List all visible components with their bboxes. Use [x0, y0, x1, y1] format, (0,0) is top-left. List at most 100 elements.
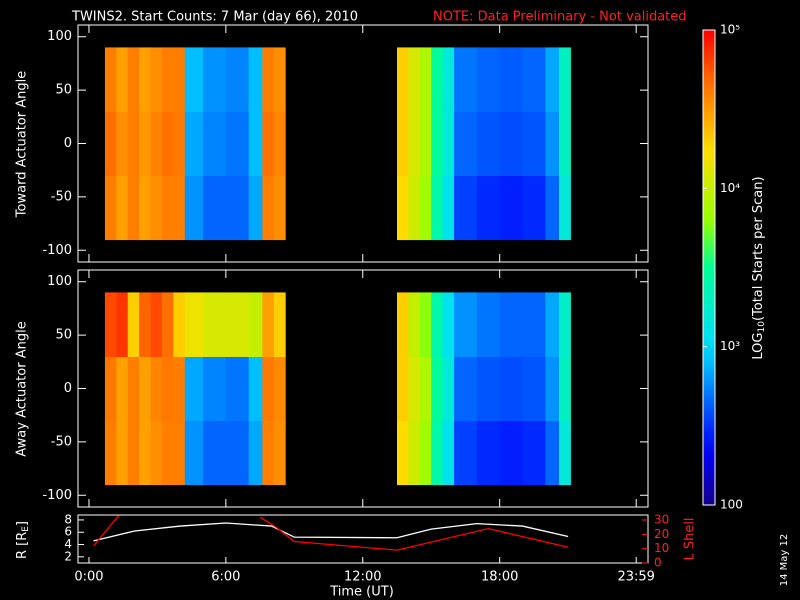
heatmap-cell [161, 420, 174, 486]
heatmap-cell [454, 356, 478, 422]
colorbar-tick-label: 10⁴ [720, 181, 740, 195]
heatmap-cell [431, 356, 444, 422]
line-series [93, 515, 569, 551]
x-axis-label: Time (UT) [329, 585, 394, 600]
heatmap-cell [559, 356, 571, 422]
heatmap-cell [499, 111, 523, 177]
heatmap-cell [173, 356, 186, 422]
heatmap-cell [161, 111, 174, 177]
y-tick-label: -50 [51, 434, 72, 449]
y-tick-label: 50 [55, 328, 72, 343]
heatmap-cell [522, 47, 546, 112]
heatmap-cell [476, 47, 501, 112]
heatmap-cell [173, 47, 186, 112]
heatmap-cell [442, 47, 455, 112]
y-tick-label: 0 [64, 381, 72, 396]
heatmap-cell [104, 356, 117, 422]
heatmap-cell [545, 111, 560, 177]
x-tick-label: 23:59 [617, 570, 654, 585]
heatmap-cell [476, 420, 501, 486]
heatmap-cell [104, 292, 117, 357]
heatmap-cell [150, 175, 163, 241]
heatmap-cell [262, 356, 275, 422]
heatmap-cell [203, 111, 227, 177]
heatmap-cell [203, 175, 227, 241]
heatmap-cell [273, 175, 286, 241]
heatmap-cell [225, 420, 250, 486]
colorbar-tick-label: 100 [720, 498, 743, 512]
heatmap-cell [442, 175, 455, 241]
heatmap-cell [203, 420, 227, 486]
heatmap-cell [139, 111, 152, 177]
x-tick-label: 6:00 [211, 570, 240, 585]
colorbar-tick-label: 10³ [720, 339, 740, 353]
heatmap-cell [248, 292, 263, 357]
heatmap-cell [150, 47, 163, 112]
heatmap-cell [396, 420, 409, 486]
heatmap-cell [559, 111, 571, 177]
heatmap-cell [545, 292, 560, 357]
heatmap-cell [522, 111, 546, 177]
y2-tick-label: 0 [654, 556, 662, 570]
heatmap-cell [225, 47, 250, 112]
heatmap-cell [454, 111, 478, 177]
heatmap-cell [476, 356, 501, 422]
heatmap-cell [184, 47, 204, 112]
heatmap-cell [545, 47, 560, 112]
heatmap-cell [127, 47, 140, 112]
y-tick-label: 2 [64, 549, 72, 563]
heatmap-cell [522, 356, 546, 422]
heatmap-cell [116, 47, 129, 112]
heatmap-cell [262, 175, 275, 241]
heatmap-cell [203, 356, 227, 422]
plot-frame [77, 514, 649, 564]
heatmap-cell [273, 111, 286, 177]
heatmap-cell [408, 356, 421, 422]
heatmap-cell [161, 175, 174, 241]
heatmap-cell [225, 356, 250, 422]
heatmap-cell [442, 111, 455, 177]
y-axis-label: R [RE] [15, 521, 31, 559]
heatmap-cell [127, 292, 140, 357]
heatmap-cell [184, 356, 204, 422]
heatmap-cell [173, 175, 186, 241]
heatmap-cell [273, 292, 286, 357]
heatmap-cell [559, 420, 571, 486]
y2-tick-label: 10 [654, 541, 669, 555]
heatmap-cell [184, 175, 204, 241]
heatmap-cell [127, 111, 140, 177]
heatmap-cell [545, 356, 560, 422]
heatmap-cell [408, 420, 421, 486]
heatmap-cell [139, 420, 152, 486]
heatmap-cell [150, 111, 163, 177]
heatmap-cell [396, 356, 409, 422]
y2-tick-label: 30 [654, 513, 669, 527]
heatmap-cell [431, 292, 444, 357]
heatmap-cell [273, 420, 286, 486]
heatmap-cell [499, 356, 523, 422]
heatmap-cell [116, 356, 129, 422]
heatmap-cell [419, 292, 432, 357]
heatmap-cell [559, 47, 571, 112]
colorbar-tick-label: 10⁵ [720, 23, 740, 37]
heatmap-cell [419, 356, 432, 422]
heatmap-cell [203, 292, 227, 357]
heatmap-cell [248, 47, 263, 112]
heatmap-cell [273, 356, 286, 422]
heatmap-cell [139, 175, 152, 241]
heatmap-cell [184, 292, 204, 357]
heatmap-cell [248, 175, 263, 241]
heatmap-cell [161, 292, 174, 357]
heatmap-cell [442, 356, 455, 422]
heatmap-cell [184, 111, 204, 177]
heatmap-cell [476, 175, 501, 241]
heatmap-cell [522, 420, 546, 486]
heatmap-cell [499, 175, 523, 241]
heatmap-cell [173, 420, 186, 486]
heatmap-cell [262, 111, 275, 177]
heatmap-cell [248, 420, 263, 486]
heatmap-cell [499, 420, 523, 486]
y2-tick-label: 20 [654, 527, 669, 541]
heatmap-cell [499, 292, 523, 357]
x-tick-label: 0:00 [74, 570, 103, 585]
